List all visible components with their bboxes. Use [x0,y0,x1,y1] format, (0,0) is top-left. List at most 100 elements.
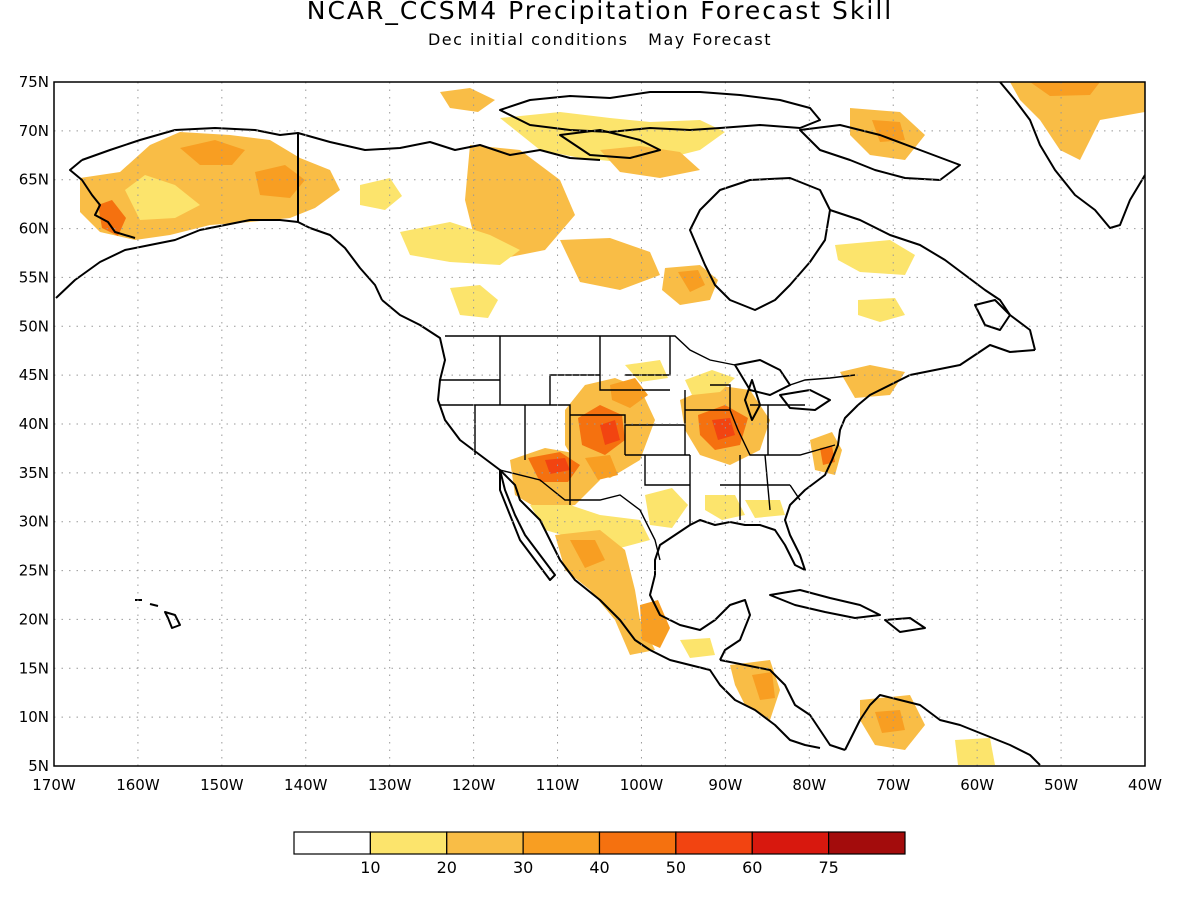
skill-region-nebraska [610,378,648,408]
coastline-south-america [844,694,1041,766]
border-layer [297,133,856,561]
colorbar-swatch [751,831,830,855]
coastline-mexico-gulf [649,574,751,661]
skill-region-bc [450,285,498,318]
skill-shading-layer [80,82,1145,765]
lat-tick-label: 45N [19,366,49,384]
lon-tick-label: 160W [116,776,160,794]
colorbar-label: 40 [589,858,609,877]
coastline-central-america [649,649,846,751]
lon-tick-label: 90W [708,776,742,794]
colorbar-swatch [446,831,524,855]
coastline-hispaniola [884,617,926,633]
coastline-hudson-bay [689,177,831,311]
skill-region-alaska-core [180,140,245,165]
border-us-canada [445,335,856,386]
lon-tick-label: 130W [368,776,412,794]
skill-region-central-america-core [752,672,775,700]
lat-tick-label: 35N [19,464,49,482]
lon-tick-label: 80W [792,776,826,794]
lon-tick-label: 170W [32,776,76,794]
map-frame [53,81,1146,767]
lon-tick-label: 60W [960,776,994,794]
coastline-baja-california [499,469,556,581]
lon-tick-label: 100W [620,776,664,794]
axis-labels: 170W 160W 150W 140W 130W 120W 110W 100W 90W 80W 70… [19,73,1162,794]
skill-region-sierra-madre [555,530,655,655]
coastline-maritimes [857,344,1036,406]
skill-region-greenland [1010,82,1145,160]
lat-tick-label: 5N [28,757,49,775]
lon-tick-label: 40W [1128,776,1162,794]
skill-region-prairies [560,238,660,290]
lon-tick-label: 150W [200,776,244,794]
skill-region-northern-plains [625,360,668,382]
lat-tick-label: 50N [19,317,49,335]
colorbar-swatch [293,831,371,855]
skill-region-labrador [835,240,915,275]
graticule [54,82,1145,766]
coastline-hawaii [135,599,181,629]
coastline-canada-north [297,132,601,161]
skill-region-arctic-east [500,112,725,162]
lat-tick-label: 10N [19,708,49,726]
lat-tick-label: 65N [19,171,49,189]
colorbar-label: 75 [818,858,838,877]
skill-region-arctic-islands [440,88,495,112]
skill-region-new-mexico [585,455,618,480]
skill-region-yucatan [680,638,715,658]
skill-region-southeast [745,500,785,518]
lat-tick-label: 25N [19,562,49,580]
skill-region-texas [645,488,688,528]
lat-tick-label: 20N [19,610,49,628]
lon-tick-label: 110W [536,776,580,794]
colorbar-label: 10 [360,858,380,877]
colorbar-swatch [369,831,448,855]
skill-region-sierra-madre-core [570,540,605,568]
lat-tick-label: 30N [19,513,49,531]
lon-tick-label: 120W [452,776,496,794]
skill-region-alaska-light [125,175,200,220]
skill-region-colorado-core [600,420,620,445]
coastline-labrador [829,209,1036,351]
lat-tick-label: 15N [19,659,49,677]
coastline-pacific [381,299,651,651]
skill-region-alaska-southwest [98,200,126,236]
colorbar-boxes [293,831,906,855]
skill-region-new-england [840,365,905,398]
skill-region-southern-mexico [640,600,670,648]
subtitle-initial-conditions: Dec initial conditions [427,30,629,49]
colorbar-swatch [828,831,906,855]
coastline-newfoundland [974,299,1011,331]
skill-region-greenland-core [1030,82,1100,96]
lon-tick-label: 140W [284,776,328,794]
coastline-victoria-island [559,129,661,159]
skill-region-guyana [955,738,995,765]
lat-tick-label: 40N [19,415,49,433]
colorbar-label: 60 [742,858,762,877]
skill-region-central-canada-light [400,222,520,265]
coastline-cuba [769,589,881,619]
coastline-greenland [999,82,1145,229]
colorbar-swatch [598,831,677,855]
skill-region-iowa [685,370,735,395]
lat-tick-label: 70N [19,122,49,140]
skill-region-central-canada [465,145,575,258]
lon-tick-label: 50W [1044,776,1078,794]
lat-tick-label: 55N [19,268,49,286]
map-title: NCAR_CCSM4 Precipitation Forecast Skill [306,0,894,25]
colorbar-label: 20 [437,858,457,877]
skill-region-yukon-east [360,178,402,210]
border-us-mexico [499,469,661,561]
colorbar-labels: 10 20 30 40 50 60 75 [360,858,839,877]
lon-tick-label: 70W [876,776,910,794]
lat-tick-label: 60N [19,220,49,238]
skill-region-hudson-north [600,146,700,178]
skill-region-northwest-mexico [530,505,650,548]
lat-tick-label: 75N [19,73,49,91]
colorbar-label: 50 [666,858,686,877]
border-us-states [440,336,836,525]
skill-region-colombia-venezuela-core [875,710,905,733]
